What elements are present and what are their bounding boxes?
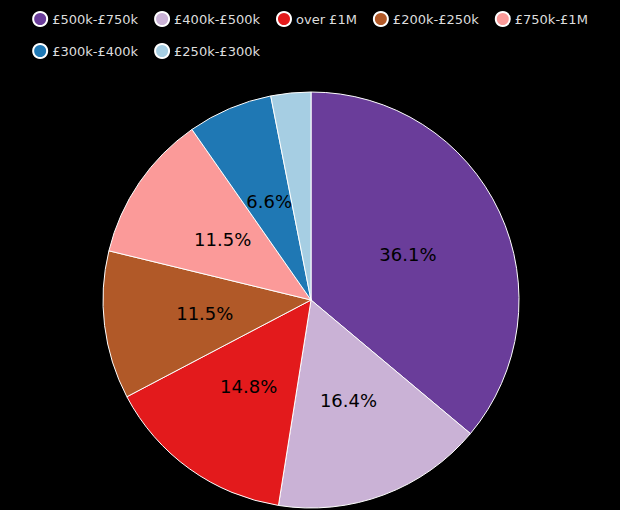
svg-text:11.5%: 11.5% <box>194 229 251 250</box>
svg-text:11.5%: 11.5% <box>176 303 233 324</box>
svg-text:£400k-£500k: £400k-£500k <box>174 12 260 27</box>
svg-text:£750k-£1M: £750k-£1M <box>515 12 588 27</box>
svg-text:over £1M: over £1M <box>296 12 357 27</box>
svg-text:£500k-£750k: £500k-£750k <box>52 12 138 27</box>
svg-text:6.6%: 6.6% <box>246 191 292 212</box>
svg-text:£250k-£300k: £250k-£300k <box>174 44 260 59</box>
svg-text:£200k-£250k: £200k-£250k <box>393 12 479 27</box>
svg-text:£300k-£400k: £300k-£400k <box>52 44 138 59</box>
svg-text:16.4%: 16.4% <box>320 390 377 411</box>
svg-text:36.1%: 36.1% <box>379 244 436 265</box>
svg-text:14.8%: 14.8% <box>220 376 277 397</box>
